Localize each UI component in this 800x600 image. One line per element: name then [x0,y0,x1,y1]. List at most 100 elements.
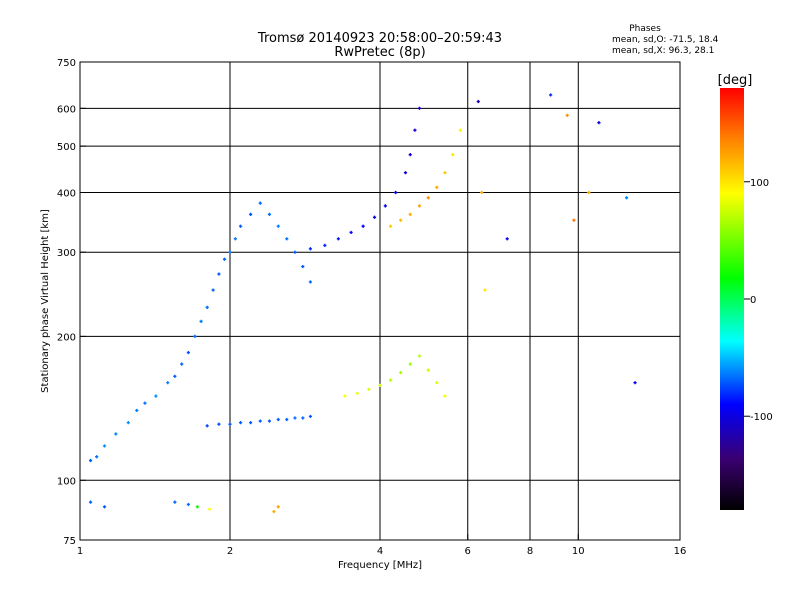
data-point [451,153,455,157]
data-point [272,509,276,514]
grid [80,62,680,540]
data-point [443,394,447,398]
data-point [166,381,170,385]
data-point [267,212,272,216]
x-tick-label: 10 [572,546,585,557]
data-point [408,212,412,216]
data-point [249,421,253,425]
data-point [285,237,289,241]
chart-title: Tromsø 20140923 20:58:00–20:59:43 [257,31,502,46]
y-ticks: 75 100 200 300 400 500 600 750 [57,58,86,547]
data-point [217,422,221,426]
x-tick-label: 2 [227,546,233,557]
data-point [323,243,327,248]
data-point [186,350,190,355]
data-point [633,381,637,385]
x-ticks: 1 2 4 6 8 10 16 [77,534,687,557]
data-point [293,250,297,254]
data-point [222,257,227,261]
data-point [258,201,262,205]
data-point [403,171,408,175]
data-point [301,416,305,420]
data-point [276,224,280,228]
x-tick-label: 1 [77,546,83,557]
y-tick-label: 100 [57,476,76,487]
data-point [572,218,576,222]
x-axis-label: Frequency [MHz] [338,560,422,571]
data-point [301,264,305,269]
data-point [186,502,190,507]
data-point [249,212,253,216]
colorbar-label: [deg] [718,73,753,88]
data-point [143,401,147,405]
data-point [258,419,262,423]
colorbar [720,88,744,510]
phases-line-o: mean, sd,O: -71.5, 18.4 [612,35,719,45]
data-point [267,419,272,423]
data-point [361,224,365,228]
data-point [308,414,313,419]
data-point [173,374,177,378]
data-point [483,288,487,292]
data-point [388,378,393,382]
data-point [135,408,139,413]
data-point [205,424,209,428]
data-point [426,196,430,200]
y-tick-label: 750 [57,58,76,69]
data-point [211,288,215,292]
data-point [205,305,209,309]
data-point [624,196,629,200]
colorbar-tick-label: -100 [750,412,773,423]
data-point [336,237,340,241]
data-point [549,93,553,97]
data-point [417,106,422,110]
data-point [349,230,353,235]
x-tick-label: 16 [674,546,687,557]
data-point [308,280,313,284]
data-point [276,505,280,509]
data-point [233,237,237,241]
phases-title: Phases [629,24,661,34]
data-point [355,391,359,395]
data-point [565,113,569,117]
y-tick-label: 400 [57,188,76,199]
data-point [195,505,199,509]
data-point [480,190,484,195]
data-point [458,128,463,132]
data-point [217,272,221,276]
data-point [343,394,347,398]
data-point [228,250,232,254]
data-point [173,500,177,504]
data-point [417,354,422,358]
data-point [238,224,243,228]
data-point [293,416,297,420]
data-point [435,185,439,189]
data-points [88,93,637,514]
data-point [388,224,393,228]
data-point [443,171,447,175]
y-tick-label: 75 [63,536,76,547]
data-point [383,204,387,208]
data-point [193,334,197,338]
data-point [238,421,243,425]
data-point [126,421,130,425]
data-point [408,153,412,157]
data-point [408,362,412,366]
data-point [308,247,313,251]
data-point [285,417,289,422]
data-point [378,383,382,387]
x-tick-label: 4 [377,546,383,557]
colorbar-tick-label: 0 [750,295,756,306]
data-point [114,432,118,436]
data-point [88,500,93,504]
data-point [417,204,422,208]
y-tick-label: 200 [57,332,76,343]
y-tick-label: 500 [57,142,76,153]
data-point [597,121,601,125]
data-point [207,507,212,511]
data-point [399,218,403,222]
data-point [413,128,417,132]
phases-line-x: mean, sd,X: 96.3, 28.1 [612,46,714,56]
chart-subtitle: RwPretec (8p) [334,45,425,60]
x-tick-label: 6 [465,546,471,557]
